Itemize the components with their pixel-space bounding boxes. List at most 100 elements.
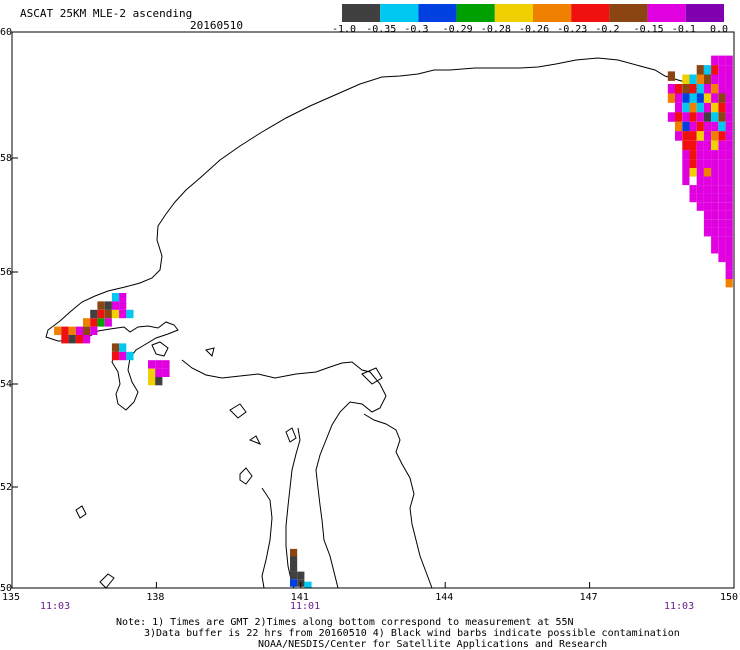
data-pixel: [725, 202, 733, 211]
data-pixel: [725, 131, 733, 141]
data-pixel: [682, 121, 690, 132]
data-pixel: [689, 74, 697, 84]
coastline-island-e: [248, 435, 262, 445]
data-pixel: [725, 55, 733, 66]
data-pixel: [711, 65, 719, 75]
data-pixel: [718, 202, 726, 211]
longitude-label: 135: [2, 592, 21, 603]
data-pixel: [725, 193, 733, 203]
data-pixel: [689, 140, 697, 151]
colorbar-label: -1.0: [332, 24, 357, 35]
data-pixel: [689, 93, 697, 103]
latitude-label: 52: [0, 482, 13, 493]
data-pixel: [718, 84, 726, 94]
data-pixel: [718, 93, 726, 103]
data-pixel: [703, 150, 712, 160]
data-pixel: [682, 150, 690, 160]
data-pixel: [696, 93, 704, 103]
latitude-label: 60: [0, 27, 13, 38]
data-pixel: [703, 176, 712, 186]
data-pixel: [155, 360, 163, 369]
data-pixel: [725, 140, 733, 151]
data-pixel: [682, 176, 690, 186]
data-pixel: [711, 102, 719, 113]
data-pixel: [682, 112, 690, 122]
data-pixel: [711, 93, 719, 103]
data-pixel: [90, 326, 98, 335]
data-pixel: [90, 318, 98, 327]
coastline-mainland-north: [59, 57, 705, 322]
data-pixel: [667, 112, 675, 122]
data-pixel: [703, 185, 712, 194]
coastline-island-f: [75, 505, 87, 519]
data-pixel: [711, 150, 719, 160]
data-pixel: [90, 309, 98, 319]
data-pixel: [83, 335, 91, 344]
data-pixel: [718, 253, 726, 263]
data-pixel: [725, 244, 733, 254]
data-pixel: [689, 102, 697, 113]
note-line-1: Note: 1) Times are GMT 2)Times along bot…: [116, 617, 574, 628]
coastline-island-h: [361, 367, 383, 385]
data-pixel: [703, 102, 712, 113]
data-pixel: [682, 168, 690, 177]
time-label: 11:03: [40, 601, 71, 612]
data-pixel: [675, 112, 683, 122]
data-pixel: [111, 343, 120, 352]
latitude-label: 50: [0, 583, 13, 594]
map-frame: [11, 31, 735, 589]
data-pixel: [725, 253, 733, 263]
data-pixel: [119, 301, 127, 310]
colorbar-label: -0.26: [519, 24, 550, 35]
data-pixel: [111, 309, 120, 319]
data-pixel: [725, 227, 733, 237]
data-pixel: [667, 84, 675, 94]
data-pixel: [725, 159, 733, 168]
data-pixel: [703, 93, 712, 103]
coastline-sw-islands: [99, 573, 115, 589]
data-pixel: [703, 202, 712, 211]
data-pixel: [696, 65, 704, 75]
data-pixel: [718, 121, 726, 132]
data-pixel: [148, 368, 156, 377]
data-pixel: [703, 121, 712, 132]
scatterometer-pixels: [54, 55, 733, 588]
data-pixel: [675, 102, 683, 113]
data-pixel: [725, 74, 733, 84]
data-pixel: [711, 227, 719, 237]
coastline-island-a: [151, 341, 169, 357]
data-pixel: [711, 236, 719, 245]
map-title: ASCAT 25KM MLE-2 ascending: [20, 7, 193, 20]
data-pixel: [290, 579, 298, 587]
data-pixel: [725, 185, 733, 194]
axis-ticks: [11, 31, 735, 589]
data-pixel: [97, 309, 105, 319]
data-pixel: [711, 193, 719, 203]
data-pixel: [718, 244, 726, 254]
data-pixel: [675, 93, 683, 103]
colorbar-label: -0.1: [671, 24, 696, 35]
data-pixel: [703, 131, 712, 141]
data-pixel: [718, 140, 726, 151]
data-pixel: [718, 210, 726, 220]
data-pixel: [675, 84, 683, 94]
data-pixel: [689, 131, 697, 141]
note-line-3: NOAA/NESDIS/Center for Satellite Applica…: [258, 639, 608, 650]
coastline-island-c: [229, 403, 247, 419]
data-pixel: [304, 581, 312, 588]
data-pixel: [725, 65, 733, 75]
data-pixel: [696, 102, 704, 113]
data-pixel: [696, 202, 704, 211]
data-pixel: [725, 176, 733, 186]
data-pixel: [703, 168, 712, 177]
data-pixel: [703, 74, 712, 84]
coastline-mainland-south: [181, 359, 387, 589]
data-pixel: [696, 84, 704, 94]
colorbar-segment: [380, 4, 419, 22]
data-pixel: [682, 74, 690, 84]
data-pixel: [711, 84, 719, 94]
colorbar-segment: [685, 4, 724, 22]
data-pixel: [290, 548, 298, 557]
data-pixel: [711, 244, 719, 254]
data-pixel: [61, 335, 69, 344]
